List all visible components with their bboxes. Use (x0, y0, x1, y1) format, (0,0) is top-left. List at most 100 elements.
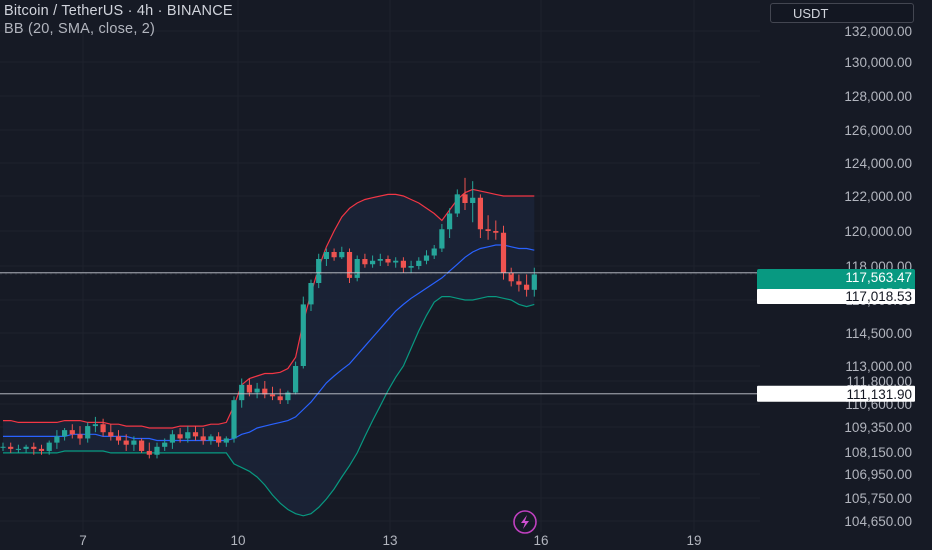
candle-body (470, 197, 476, 203)
candle (246, 378, 252, 397)
candle (154, 442, 160, 459)
candle-body (123, 440, 129, 445)
candle-body (331, 252, 337, 258)
candle-body (92, 424, 98, 427)
candle (8, 442, 14, 453)
candle (277, 388, 283, 404)
candle-body (385, 259, 391, 263)
lightning-icon[interactable] (513, 510, 537, 534)
candle (139, 438, 145, 453)
y-tick-label: 126,000.00 (844, 123, 912, 138)
candle (293, 361, 299, 395)
candle-body (200, 436, 206, 441)
candle-body (15, 448, 21, 450)
candle (123, 434, 129, 451)
candle-body (454, 194, 460, 214)
candle (377, 253, 383, 266)
currency-selector[interactable]: USDT (770, 3, 914, 23)
candle-body (500, 232, 507, 273)
candle (316, 253, 322, 289)
candle-body (23, 446, 29, 449)
candle (524, 274, 530, 297)
y-tick-label: 128,000.00 (844, 89, 912, 104)
candle (115, 430, 122, 445)
candle (77, 426, 83, 445)
candle-body (46, 442, 52, 451)
candle-body (85, 426, 91, 439)
candle-body (223, 438, 229, 443)
candle (439, 224, 445, 252)
candle-body (246, 384, 252, 393)
candle (177, 428, 183, 443)
candle (423, 250, 430, 265)
candle (216, 432, 222, 447)
y-tick-label: 132,000.00 (844, 24, 912, 39)
candle-body (177, 434, 183, 439)
candle (462, 177, 468, 210)
candle-body (316, 259, 322, 283)
candle (470, 181, 476, 223)
candle-body (485, 229, 491, 231)
x-tick-label: 7 (79, 533, 87, 548)
bollinger-lower-line (3, 296, 535, 517)
y-tick-label: 130,000.00 (844, 55, 912, 70)
candle (231, 396, 237, 443)
price-label-value: 117,018.53 (845, 289, 912, 304)
candle (354, 255, 360, 282)
candle (38, 444, 45, 455)
candle (431, 245, 437, 259)
price-label-box: 117,018.53 (757, 289, 915, 304)
candle-body (62, 430, 68, 437)
candle (385, 255, 391, 266)
candle (447, 208, 453, 238)
candle-body (308, 283, 314, 305)
candle (362, 253, 368, 268)
x-tick-label: 19 (686, 533, 701, 548)
candle-body (362, 259, 368, 265)
candle (516, 274, 522, 292)
candle (69, 424, 75, 439)
candle (23, 444, 29, 453)
candle (339, 246, 345, 259)
indicator-label[interactable]: BB (20, SMA, close, 2) (4, 21, 156, 37)
level-label-box[interactable]: 111,131.90 (757, 385, 915, 402)
candle (100, 418, 106, 437)
candle-body (300, 304, 306, 366)
candle-body (408, 266, 414, 268)
candle-body (377, 259, 383, 261)
y-tick-label: 111,800.00 (846, 374, 912, 389)
horizontal-price-lines (0, 272, 760, 395)
candle-body (77, 434, 83, 439)
candle-body (531, 274, 537, 290)
candle-body (254, 388, 260, 393)
candle-body (69, 430, 75, 435)
candle-body (269, 394, 276, 397)
candle-body (393, 260, 399, 263)
x-axis[interactable]: 7 10 13 16 19 (79, 533, 701, 548)
candle (262, 381, 268, 399)
candle-body (508, 272, 514, 282)
candle-body (139, 440, 145, 451)
candle (223, 436, 229, 447)
candle-body (239, 384, 245, 401)
candle-body (54, 436, 60, 443)
candle-body (169, 434, 175, 443)
candle (54, 430, 60, 449)
candle (493, 220, 499, 240)
candle-body (185, 432, 191, 439)
y-tick-label: 122,000.00 (844, 189, 912, 204)
candle-body (439, 229, 445, 249)
candle-body (162, 442, 168, 447)
candle (254, 382, 260, 399)
x-tick-label: 16 (533, 533, 548, 548)
candle (169, 430, 175, 449)
y-tick-label: 113,000.00 (845, 359, 912, 374)
candle (192, 426, 199, 441)
candle-body (100, 424, 106, 433)
candle-body (192, 432, 199, 437)
candle-body (115, 436, 122, 441)
candle (500, 225, 507, 280)
candle-body (277, 396, 283, 401)
